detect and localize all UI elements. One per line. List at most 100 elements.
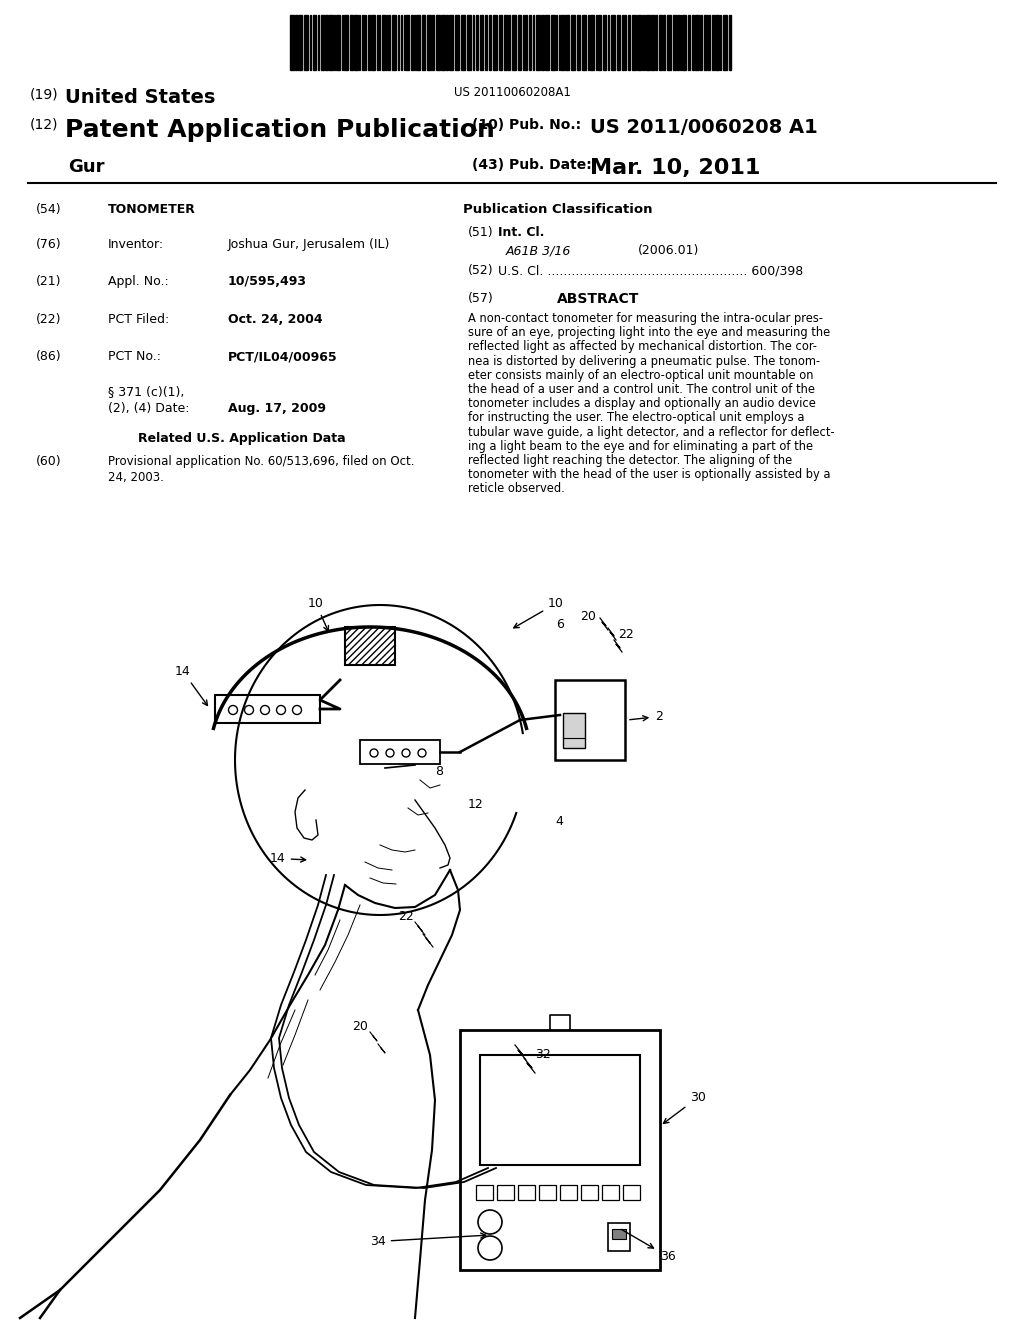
Bar (638, 15, 641, 70)
Bar (427, 15, 431, 70)
Bar (455, 15, 459, 70)
Text: U.S. Cl. .................................................. 600/398: U.S. Cl. ...............................… (498, 264, 803, 277)
Bar (460, 1030, 660, 1270)
Bar (493, 15, 497, 70)
Bar (688, 15, 690, 70)
Bar (441, 15, 445, 70)
Bar (345, 627, 395, 665)
Text: PCT/IL04/00965: PCT/IL04/00965 (228, 350, 338, 363)
Text: (2), (4) Date:: (2), (4) Date: (108, 403, 189, 414)
Text: Gur: Gur (68, 158, 104, 176)
Text: Publication Classification: Publication Classification (463, 203, 652, 216)
Bar (590, 15, 594, 70)
Bar (667, 15, 671, 70)
Bar (545, 15, 549, 70)
Bar (582, 15, 586, 70)
Text: 12: 12 (468, 799, 483, 810)
Bar (715, 15, 719, 70)
Circle shape (370, 748, 378, 756)
Bar (646, 15, 650, 70)
Text: 20: 20 (352, 1020, 368, 1034)
Bar (705, 15, 707, 70)
Circle shape (228, 705, 238, 714)
Text: for instructing the user. The electro-optical unit employs a: for instructing the user. The electro-op… (468, 412, 805, 425)
Bar (581, 1185, 598, 1200)
Text: A61B 3/16: A61B 3/16 (506, 244, 571, 257)
Bar (329, 15, 333, 70)
Bar (673, 15, 676, 70)
Text: the head of a user and a control unit. The control unit of the: the head of a user and a control unit. T… (468, 383, 815, 396)
Bar (321, 15, 324, 70)
Bar (406, 15, 409, 70)
Bar (529, 15, 531, 70)
Text: PCT No.:: PCT No.: (108, 350, 161, 363)
Bar (325, 15, 328, 70)
Bar (388, 15, 390, 70)
Text: reflected light as affected by mechanical distortion. The cor-: reflected light as affected by mechanica… (468, 341, 817, 354)
Bar (504, 15, 507, 70)
Bar (723, 15, 727, 70)
Bar (628, 15, 630, 70)
Bar (692, 15, 694, 70)
Bar (313, 15, 316, 70)
Bar (215, 696, 319, 723)
Text: 32: 32 (535, 1048, 551, 1061)
Bar (371, 15, 375, 70)
Bar (344, 15, 348, 70)
Text: United States: United States (65, 88, 215, 107)
Circle shape (418, 748, 426, 756)
Bar (561, 15, 564, 70)
Bar (700, 15, 702, 70)
Bar (565, 15, 569, 70)
Bar (598, 15, 601, 70)
Text: 10/595,493: 10/595,493 (228, 275, 307, 288)
Text: A non-contact tonometer for measuring the intra-ocular pres-: A non-contact tonometer for measuring th… (468, 312, 823, 325)
Bar (551, 15, 555, 70)
Text: tonometer includes a display and optionally an audio device: tonometer includes a display and optiona… (468, 397, 816, 411)
Bar (659, 15, 662, 70)
Text: ing a light beam to the eye and for eliminating a part of the: ing a light beam to the eye and for elim… (468, 440, 813, 453)
Text: (12): (12) (30, 117, 58, 132)
Text: Patent Application Publication: Patent Application Publication (65, 117, 495, 143)
Bar (432, 15, 434, 70)
Bar (655, 15, 657, 70)
Bar (392, 15, 396, 70)
Bar (555, 680, 625, 760)
Bar (571, 15, 575, 70)
Text: 10: 10 (514, 597, 564, 628)
Bar (304, 15, 308, 70)
Bar (560, 1185, 577, 1200)
Text: 36: 36 (622, 1229, 676, 1263)
Text: 30: 30 (664, 1092, 706, 1123)
Text: Int. Cl.: Int. Cl. (498, 226, 545, 239)
Text: (52): (52) (468, 264, 494, 277)
Bar (612, 1229, 626, 1239)
Text: 8: 8 (435, 766, 443, 777)
Bar (489, 15, 490, 70)
Text: Inventor:: Inventor: (108, 238, 164, 251)
Bar (336, 15, 340, 70)
Bar (512, 15, 516, 70)
Bar (623, 1185, 640, 1200)
Text: nea is distorted by delivering a pneumatic pulse. The tonom-: nea is distorted by delivering a pneumat… (468, 355, 820, 367)
Text: reflected light reaching the detector. The aligning of the: reflected light reaching the detector. T… (468, 454, 793, 467)
Text: 14: 14 (270, 851, 306, 865)
Bar (354, 15, 358, 70)
Bar (290, 15, 294, 70)
Text: (21): (21) (36, 275, 61, 288)
Text: (86): (86) (36, 350, 61, 363)
Bar (603, 15, 606, 70)
Bar (382, 15, 385, 70)
Bar (542, 15, 544, 70)
Bar (449, 15, 453, 70)
Bar (712, 15, 714, 70)
Bar (295, 15, 297, 70)
Bar (611, 15, 615, 70)
Bar (499, 15, 502, 70)
Text: reticle observed.: reticle observed. (468, 482, 565, 495)
Bar (518, 1185, 535, 1200)
Bar (577, 15, 580, 70)
Text: 24, 2003.: 24, 2003. (108, 471, 164, 484)
Bar (632, 15, 635, 70)
Bar (695, 15, 699, 70)
